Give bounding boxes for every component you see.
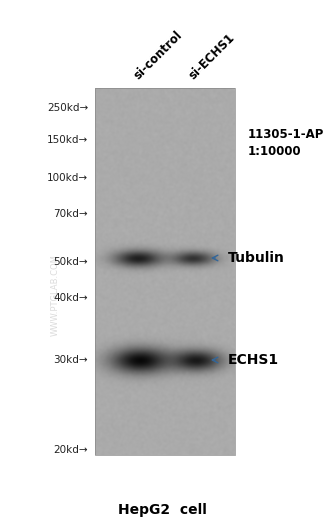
Text: 20kd→: 20kd→	[53, 445, 88, 455]
Text: 250kd→: 250kd→	[47, 103, 88, 113]
Text: ECHS1: ECHS1	[228, 353, 279, 367]
Text: 150kd→: 150kd→	[47, 135, 88, 145]
Text: si-control: si-control	[131, 29, 184, 82]
Text: 11305-1-AP
1:10000: 11305-1-AP 1:10000	[248, 128, 324, 158]
Text: 50kd→: 50kd→	[53, 257, 88, 267]
Text: si-ECHS1: si-ECHS1	[186, 31, 237, 82]
Text: 30kd→: 30kd→	[53, 355, 88, 365]
Text: 70kd→: 70kd→	[53, 209, 88, 219]
Text: HepG2  cell: HepG2 cell	[118, 503, 206, 517]
Text: WWW.PTGLAB.COM: WWW.PTGLAB.COM	[51, 254, 60, 336]
Bar	[95, 88, 235, 455]
Text: Tubulin: Tubulin	[228, 251, 285, 265]
Text: 100kd→: 100kd→	[47, 173, 88, 183]
Text: 40kd→: 40kd→	[53, 293, 88, 303]
